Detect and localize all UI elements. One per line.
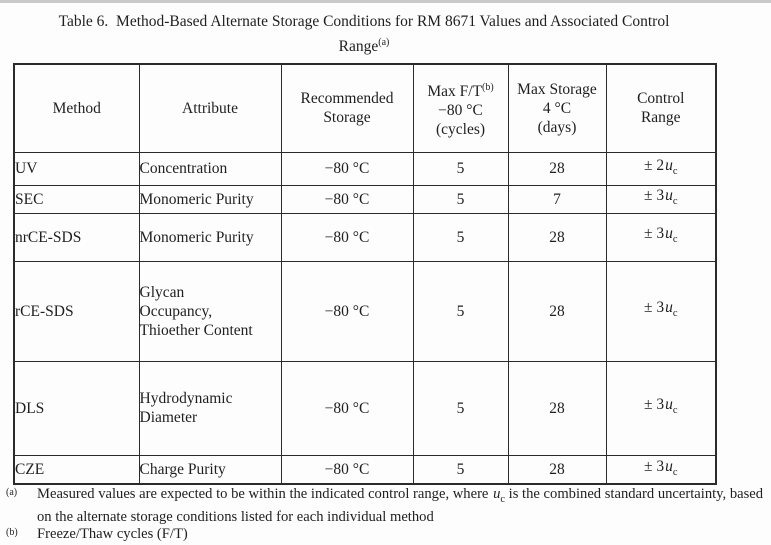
table-header-row: Method Attribute Recommended Storage Max…: [13, 63, 717, 153]
method-cell: UV: [13, 151, 140, 186]
cycles-cell: 5: [412, 454, 509, 485]
table-row-rce-sds: rCE-SDS Glycan Occupancy, Thioether Cont…: [13, 260, 717, 362]
method-cell: CZE: [13, 454, 140, 485]
footnote-a: (a) Measured values are expected to be wi…: [6, 486, 764, 525]
header-max-storage: Max Storage 4 °C (days): [507, 63, 607, 153]
uc-symbol: u: [493, 486, 501, 502]
header-max-storage-line2: 4 °C: [542, 99, 572, 117]
page-top-edge: [0, 0, 771, 3]
header-method: Method: [13, 63, 140, 153]
footnote-a-marker: (a): [6, 487, 18, 498]
footnote-b-marker: (b): [6, 527, 18, 539]
control-range-cell: ± 3uc: [605, 212, 717, 262]
storage-cell: −80 °C: [280, 184, 414, 214]
header-max-ft-line3: (cycles): [435, 120, 486, 138]
table-row-nrce-sds: nrCE-SDS Monomeric Purity −80 °C 5 28 ± …: [13, 212, 717, 262]
control-range-cell: ± 3uc: [605, 454, 717, 485]
method-cell: DLS: [13, 360, 140, 456]
header-max-ft: Max F/T(b) −80 °C (cycles): [412, 63, 509, 153]
attribute-cell: Hydrodynamic Diameter: [138, 360, 282, 456]
attribute-cell: Monomeric Purity: [138, 184, 282, 214]
uc-symbol: u: [665, 457, 673, 475]
table-row-dls: DLS Hydrodynamic Diameter −80 °C 5 28 ± …: [13, 360, 717, 456]
uc-symbol: u: [665, 396, 673, 414]
storage-conditions-table: Method Attribute Recommended Storage Max…: [13, 63, 717, 485]
table-title-line2: Range: [338, 38, 379, 56]
method-cell: rCE-SDS: [13, 260, 140, 362]
table-title-line1: Table 6. Method-Based Alternate Storage …: [58, 13, 670, 30]
control-range-cell: ± 2uc: [605, 151, 717, 186]
days-cell: 28: [507, 151, 607, 186]
method-cell: SEC: [13, 184, 140, 214]
control-range-cell: ± 3uc: [605, 184, 717, 214]
uc-symbol: u: [665, 156, 673, 174]
storage-cell: −80 °C: [280, 454, 414, 485]
header-control-range: Control Range: [605, 63, 717, 153]
table-row-sec: SEC Monomeric Purity −80 °C 5 7 ± 3uc: [13, 184, 717, 214]
cycles-cell: 5: [412, 151, 509, 186]
footnote-b: (b) Freeze/Thaw cycles (F/T): [6, 526, 188, 543]
header-footnote-ref-b: (b): [482, 81, 494, 93]
header-max-storage-line3: (days): [537, 118, 577, 136]
header-max-storage-line1: Max Storage: [517, 80, 597, 98]
method-cell: nrCE-SDS: [13, 212, 140, 262]
attribute-cell: Concentration: [138, 151, 282, 186]
header-max-ft-line1: Max F/T: [427, 82, 482, 100]
cycles-cell: 5: [412, 360, 509, 456]
days-cell: 28: [507, 454, 607, 485]
header-recommended-storage: Recommended Storage: [280, 63, 414, 153]
control-range-cell: ± 3uc: [605, 260, 717, 362]
table-title: Table 6. Method-Based Alternate Storage …: [13, 11, 715, 57]
attribute-cell: Monomeric Purity: [138, 212, 282, 262]
days-cell: 28: [507, 212, 607, 262]
days-cell: 7: [507, 184, 607, 214]
table-row-cze: CZE Charge Purity −80 °C 5 28 ± 3uc: [13, 454, 717, 485]
storage-cell: −80 °C: [280, 151, 414, 186]
uc-symbol: u: [665, 225, 673, 243]
storage-cell: −80 °C: [280, 212, 414, 262]
days-cell: 28: [507, 260, 607, 362]
control-range-cell: ± 3uc: [605, 360, 717, 456]
footnotes: (a) Measured values are expected to be wi…: [6, 486, 768, 544]
header-max-ft-line2: −80 °C: [438, 101, 483, 119]
storage-cell: −80 °C: [280, 360, 414, 456]
uc-symbol: u: [665, 299, 673, 317]
table-row-uv: UV Concentration −80 °C 5 28 ± 2uc: [13, 151, 717, 186]
uc-symbol: u: [665, 187, 673, 205]
attribute-cell: Charge Purity: [138, 454, 282, 485]
header-attribute: Attribute: [138, 63, 282, 153]
cycles-cell: 5: [412, 260, 509, 362]
cycles-cell: 5: [412, 212, 509, 262]
title-footnote-ref-a: (a): [378, 37, 390, 48]
cycles-cell: 5: [412, 184, 509, 214]
attribute-cell: Glycan Occupancy, Thioether Content: [138, 260, 282, 362]
storage-cell: −80 °C: [280, 260, 414, 362]
days-cell: 28: [507, 360, 607, 456]
